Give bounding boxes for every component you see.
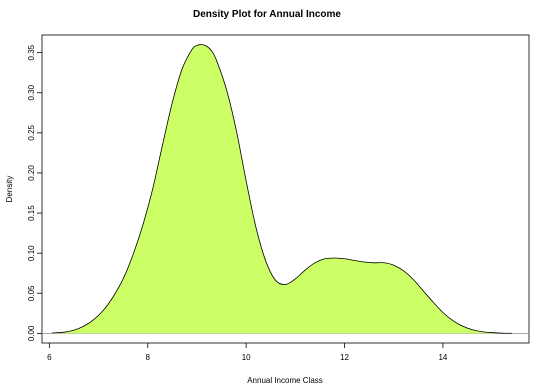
x-tick-label: 12	[340, 353, 349, 362]
x-axis-label: Annual Income Class	[247, 376, 323, 385]
y-tick-label: 0.00	[27, 325, 36, 341]
x-tick-label: 8	[146, 353, 151, 362]
x-axis: 6 8 10 12 14	[47, 343, 448, 362]
y-tick-label: 0.35	[27, 44, 36, 60]
y-tick-label: 0.15	[27, 205, 36, 221]
x-tick-label: 14	[438, 353, 447, 362]
chart-title: Density Plot for Annual Income	[193, 9, 341, 20]
y-tick-label: 0.25	[27, 125, 36, 141]
plot-frame	[41, 34, 530, 344]
y-axis-label: Density	[5, 176, 14, 203]
x-tick-label: 6	[47, 353, 52, 362]
density-area	[51, 44, 512, 334]
y-tick-label: 0.20	[27, 165, 36, 181]
y-tick-label: 0.10	[27, 245, 36, 261]
x-tick-label: 10	[242, 353, 251, 362]
density-line	[51, 44, 512, 334]
y-tick-label: 0.05	[27, 285, 36, 301]
y-tick-label: 0.30	[27, 84, 36, 100]
y-axis: 0.00 0.05 0.10 0.15 0.20 0.25 0.30 0.35	[27, 44, 42, 341]
